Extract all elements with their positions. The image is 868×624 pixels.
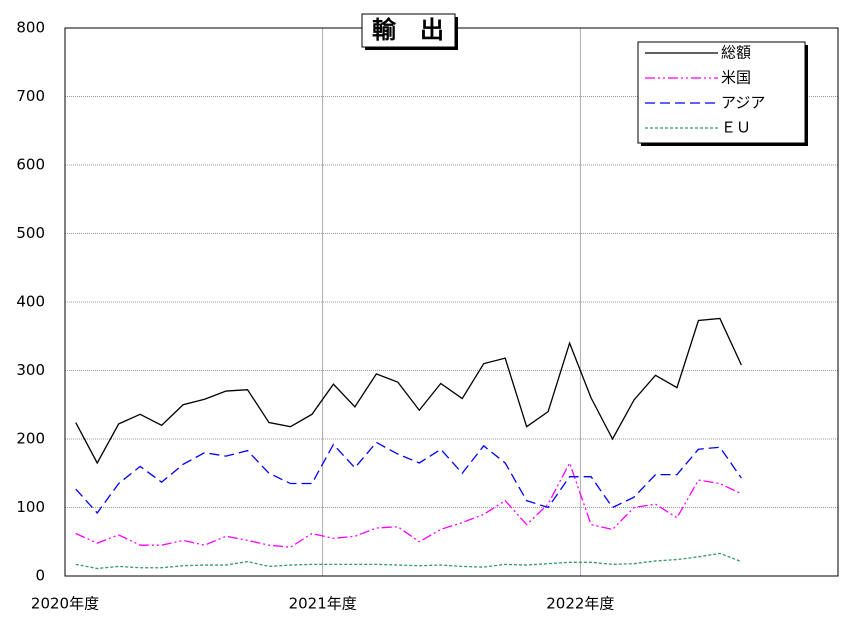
- y-tick-label: 100: [16, 498, 45, 516]
- legend-label: アジア: [721, 94, 765, 112]
- y-tick-label: 300: [16, 361, 45, 379]
- legend-label: 米国: [721, 69, 751, 87]
- y-tick-label: 400: [16, 293, 45, 311]
- legend-box: [637, 41, 806, 144]
- y-tick-label: 0: [35, 567, 45, 585]
- title-box: [361, 13, 456, 48]
- x-tick-label: 2022年度: [546, 595, 614, 613]
- chart-title: 輸 出: [372, 16, 444, 44]
- y-tick-label: 200: [16, 430, 45, 448]
- series-line: [75, 441, 742, 515]
- legend-label: 総額: [721, 44, 751, 62]
- series-line: [75, 317, 742, 465]
- series-line: [75, 552, 742, 570]
- x-tick-label: 2020年度: [31, 595, 99, 613]
- x-tick-label: 2021年度: [289, 595, 357, 613]
- y-tick-label: 700: [16, 87, 45, 105]
- y-tick-label: 500: [16, 224, 45, 242]
- y-tick-label: 600: [16, 156, 45, 174]
- legend-label: ＥＵ: [721, 119, 751, 137]
- series-line: [75, 461, 742, 548]
- y-tick-label: 800: [16, 19, 45, 37]
